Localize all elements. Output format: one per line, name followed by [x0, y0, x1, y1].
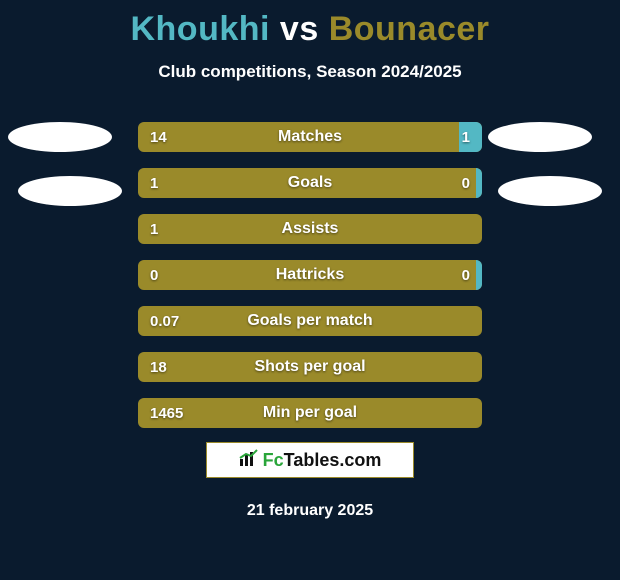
- stat-label: Assists: [138, 214, 482, 244]
- page-title: Khoukhi vs Bounacer: [0, 10, 620, 49]
- stat-bar: Hattricks0 0: [138, 260, 482, 290]
- stat-value-right: 0: [462, 260, 470, 290]
- player-badge-right: [498, 176, 602, 206]
- player-badge-left: [8, 122, 112, 152]
- stat-bar: Assists1: [138, 214, 482, 244]
- stat-value-left: 0.07: [150, 306, 179, 336]
- subtitle: Club competitions, Season 2024/2025: [0, 62, 620, 82]
- stat-label: Min per goal: [138, 398, 482, 428]
- stat-value-left: 1465: [150, 398, 183, 428]
- stat-bar: Shots per goal18: [138, 352, 482, 382]
- stat-value-left: 14: [150, 122, 167, 152]
- stat-label: Matches: [138, 122, 482, 152]
- stat-value-left: 18: [150, 352, 167, 382]
- stat-bar: Min per goal1465: [138, 398, 482, 428]
- footer-date: 21 february 2025: [0, 502, 620, 520]
- brand-suffix: Tables.com: [284, 450, 382, 470]
- stat-bar: Goals1 0: [138, 168, 482, 198]
- brand-badge: FcTables.com: [206, 442, 414, 478]
- brand-prefix: Fc: [263, 450, 284, 470]
- comparison-infographic: Khoukhi vs Bounacer Club competitions, S…: [0, 0, 620, 580]
- stat-bars: Matches141Goals10Assists1Hattricks00Goal…: [138, 122, 482, 444]
- stat-bar: Goals per match0.07: [138, 306, 482, 336]
- player-badge-left: [18, 176, 122, 206]
- stat-label: Goals per match: [138, 306, 482, 336]
- stat-value-right: 0: [462, 168, 470, 198]
- chart-icon: [239, 449, 259, 472]
- stat-value-left: 1: [150, 168, 158, 198]
- title-player-right: Bounacer: [329, 10, 490, 48]
- title-vs: vs: [270, 10, 329, 48]
- brand-text: FcTables.com: [263, 450, 382, 471]
- stat-label: Goals: [138, 168, 482, 198]
- stat-value-left: 0: [150, 260, 158, 290]
- stat-label: Shots per goal: [138, 352, 482, 382]
- title-player-left: Khoukhi: [130, 10, 269, 48]
- stat-bar: Matches14 1: [138, 122, 482, 152]
- player-badge-right: [488, 122, 592, 152]
- stat-label: Hattricks: [138, 260, 482, 290]
- stat-value-left: 1: [150, 214, 158, 244]
- stat-value-right: 1: [462, 122, 470, 152]
